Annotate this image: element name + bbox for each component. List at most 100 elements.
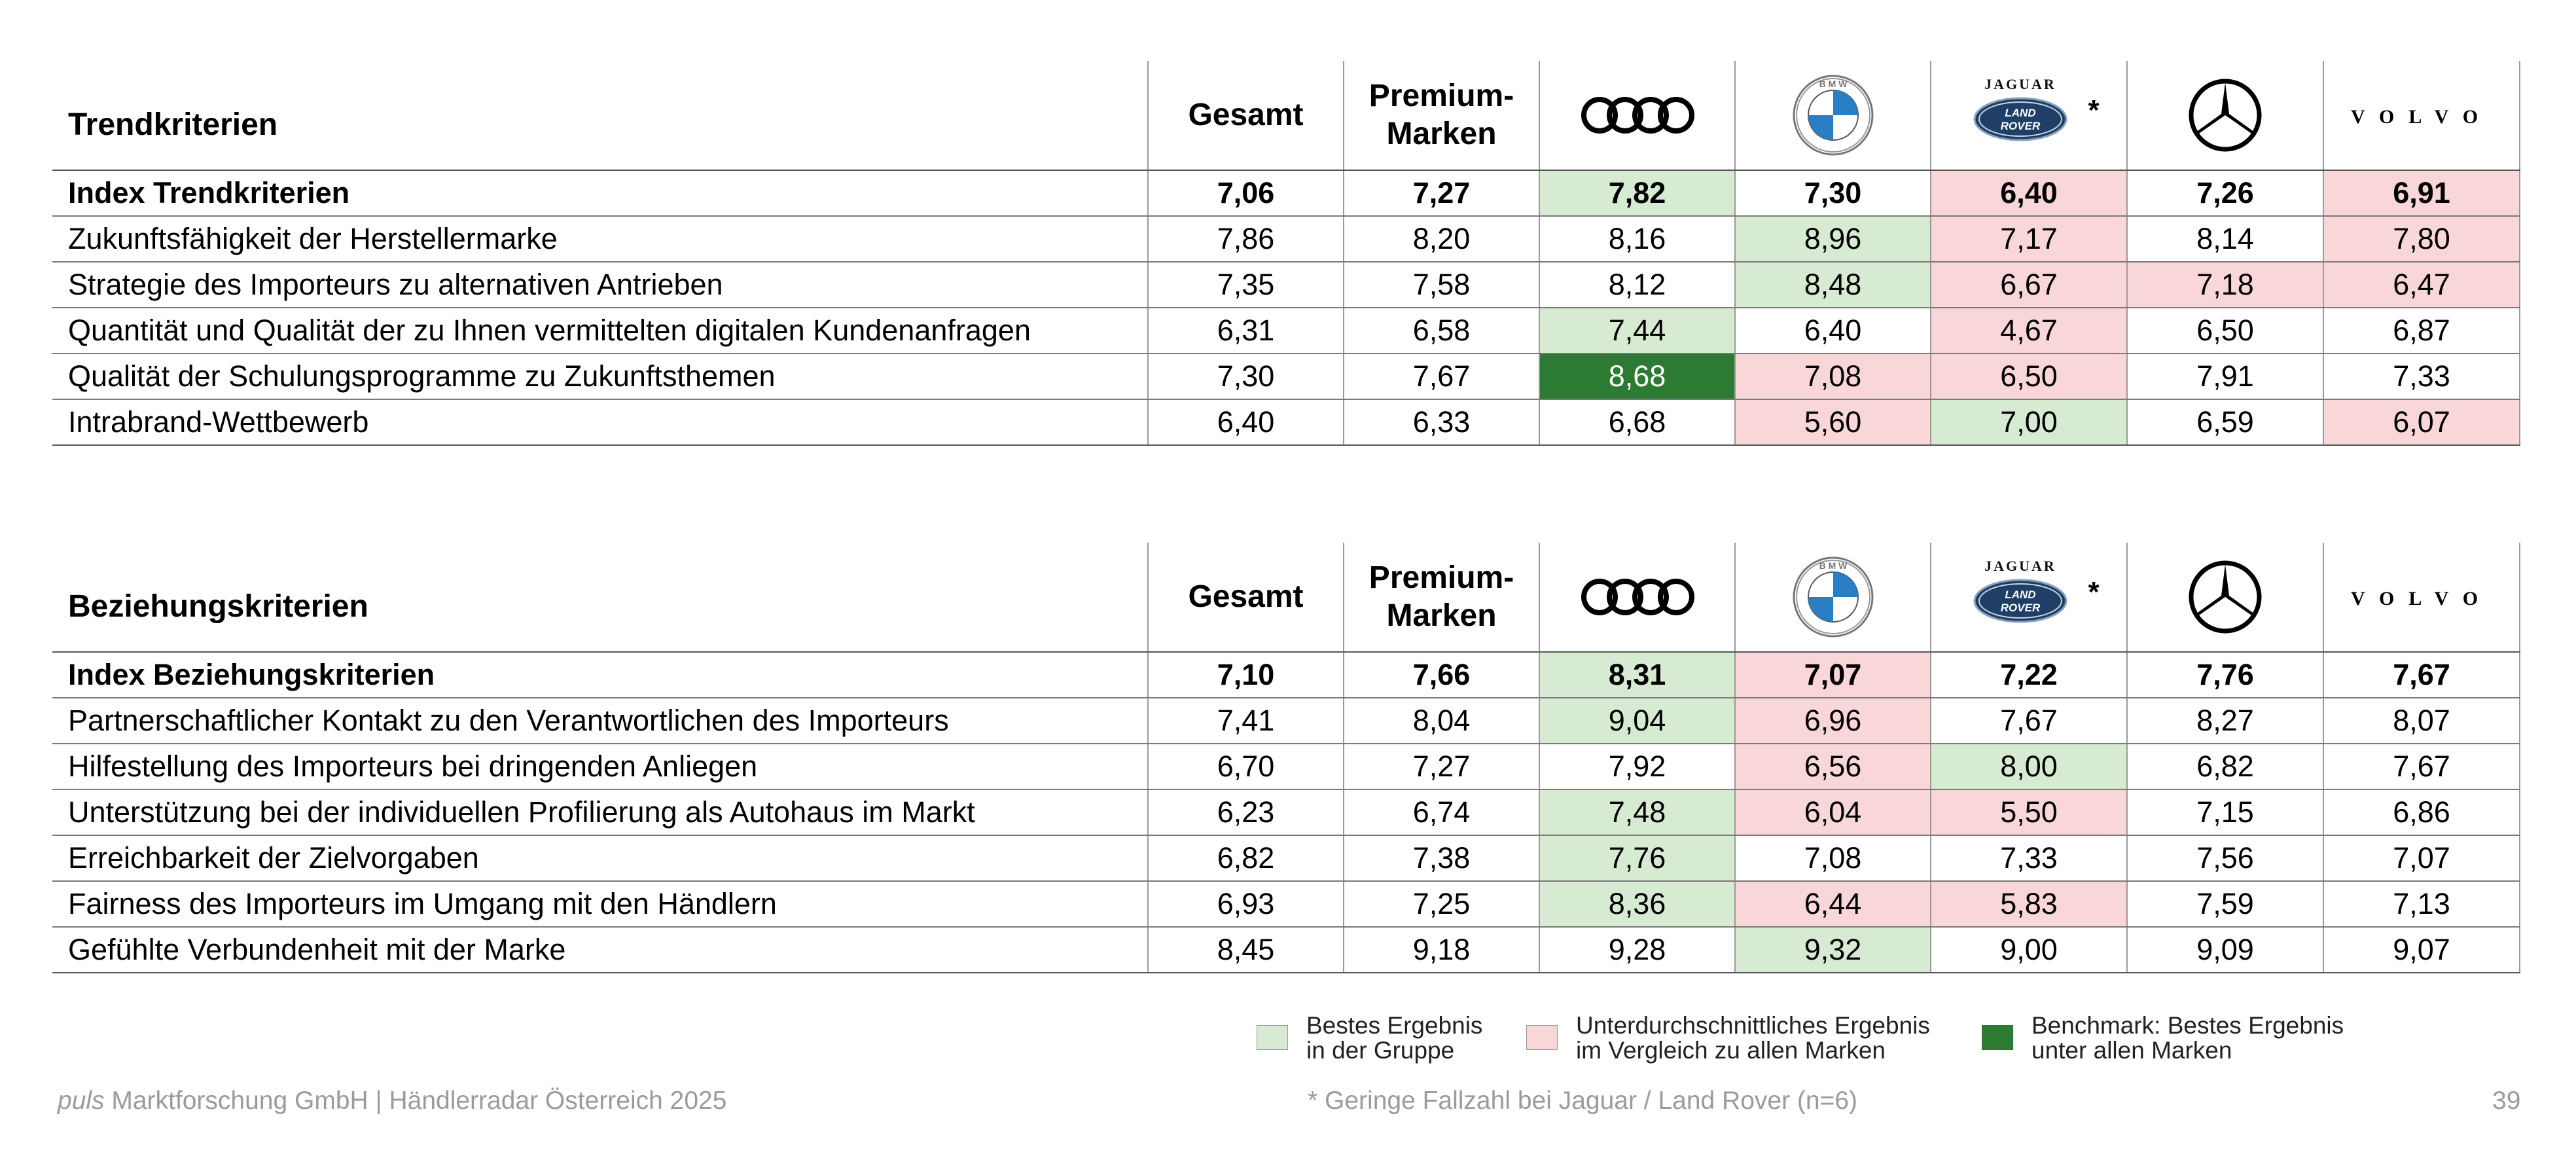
mercedes-logo [2189, 79, 2262, 152]
table-header: Trendkriterien Gesamt Premium- Marken [52, 61, 2520, 171]
criterion-label: Qualität der Schulungsprogramme zu Zukun… [52, 353, 1148, 400]
table-row: Qualität der Schulungsprogramme zu Zukun… [52, 353, 2520, 400]
score-cell: 7,06 [1147, 170, 1344, 217]
audi-logo [1581, 579, 1694, 615]
score-cell: 7,25 [1343, 881, 1539, 928]
score-cell: 7,59 [2126, 881, 2323, 928]
legend-label: in der Gruppe [1306, 1037, 1455, 1064]
score-cell: 7,38 [1343, 835, 1539, 882]
legend-swatch-below [1526, 1025, 1558, 1050]
score-cell: 4,67 [1930, 308, 2127, 354]
score-cell: 8,00 [1930, 744, 2127, 790]
score-cell: 8,04 [1343, 698, 1539, 744]
score-cell: 7,17 [1930, 216, 2127, 262]
criterion-label: Fairness des Importeurs im Umgang mit de… [52, 881, 1148, 928]
score-cell: 7,22 [1930, 652, 2127, 698]
col-volvo: VOLVO [2323, 543, 2520, 653]
score-cell: 8,96 [1734, 216, 1931, 262]
score-cell: 6,47 [2323, 262, 2520, 308]
col-premium: Premium- Marken [1343, 543, 1539, 653]
bmw-logo: B M W [1793, 556, 1873, 638]
score-cell: 7,33 [1930, 835, 2127, 882]
score-cell: 7,92 [1539, 744, 1735, 790]
svg-text:ROVER: ROVER [2001, 120, 2041, 132]
score-cell: 7,41 [1147, 698, 1344, 744]
svg-text:LAND: LAND [2005, 588, 2036, 601]
score-cell: 7,13 [2323, 881, 2520, 928]
score-cell: 5,60 [1734, 399, 1931, 446]
index-row: Index Trendkriterien 7,06 7,27 7,82 7,30 6,40… [52, 170, 2520, 217]
score-cell: 8,45 [1147, 927, 1344, 973]
criterion-label: Strategie des Importeurs zu alternativen… [52, 262, 1148, 308]
score-cell: 9,32 [1734, 927, 1931, 973]
score-cell: 7,67 [2323, 652, 2520, 698]
table-row: Quantität und Qualität der zu Ihnen verm… [52, 308, 2520, 354]
score-cell: 6,70 [1147, 744, 1344, 790]
score-cell: 8,68 [1539, 353, 1735, 400]
score-cell: 8,20 [1343, 216, 1539, 262]
svg-text:JAGUAR: JAGUAR [1985, 76, 2057, 92]
col-bmw: B M W [1734, 543, 1931, 653]
jaguar-land-rover-logo: JAGUAR LAND ROVER [1973, 558, 2067, 623]
score-cell: 7,76 [2126, 652, 2323, 698]
table-row: Zukunftsfähigkeit der Herstellermarke 7,8… [52, 216, 2520, 262]
volvo-logo: VOLVO [2351, 588, 2478, 609]
bmw-logo: B M W [1793, 75, 1873, 156]
score-cell: 6,44 [1734, 881, 1931, 928]
criterion-label: Unterstützung bei der individuellen Prof… [52, 789, 1148, 836]
col-mercedes [2126, 543, 2323, 653]
score-cell: 7,33 [2323, 353, 2520, 400]
legend-label: Unterdurchschnittliches Ergebnis [1576, 1012, 1930, 1039]
score-cell: 7,82 [1539, 170, 1735, 217]
score-cell: 8,12 [1539, 262, 1735, 308]
svg-text:JAGUAR: JAGUAR [1985, 558, 2057, 574]
footer-note: * Geringe Fallzahl bei Jaguar / Land Rov… [1308, 1087, 1858, 1115]
legend-swatch-best [1257, 1025, 1288, 1050]
score-cell: 7,08 [1734, 835, 1931, 882]
score-cell: 7,76 [1539, 835, 1735, 882]
footnote-marker: * [2088, 94, 2100, 126]
col-mercedes [2126, 61, 2323, 171]
table-title: Beziehungskriterien [52, 543, 1148, 653]
criterion-label: Zukunftsfähigkeit der Herstellermarke [52, 216, 1148, 262]
score-cell: 6,40 [1734, 308, 1931, 354]
score-cell: 7,15 [2126, 789, 2323, 836]
score-cell: 8,48 [1734, 262, 1931, 308]
score-cell: 5,83 [1930, 881, 2127, 928]
criterion-label: Intrabrand-Wettbewerb [52, 399, 1148, 446]
svg-text:VOLVO: VOLVO [2351, 106, 2492, 128]
score-cell: 6,59 [2126, 399, 2323, 446]
table-row: Erreichbarkeit der Zielvorgaben 6,82 7,38 7… [52, 835, 2520, 882]
page-number: 39 [2492, 1087, 2521, 1115]
index-row: Index Beziehungskriterien 7,10 7,66 8,31 7,0… [52, 652, 2520, 698]
score-cell: 9,00 [1930, 927, 2127, 973]
legend-label: unter allen Marken [2031, 1037, 2232, 1064]
score-cell: 6,86 [2323, 789, 2520, 836]
score-cell: 6,91 [2323, 170, 2520, 217]
score-cell: 6,96 [1734, 698, 1931, 744]
score-cell: 9,28 [1539, 927, 1735, 973]
table-header: Beziehungskriterien Gesamt Premium- Marke… [52, 543, 2520, 653]
score-cell: 9,18 [1343, 927, 1539, 973]
score-cell: 7,66 [1343, 652, 1539, 698]
criterion-label: Partnerschaftlicher Kontakt zu den Veran… [52, 698, 1148, 744]
col-jaguar-land-rover: JAGUAR LAND ROVER * [1930, 61, 2127, 171]
score-cell: 7,08 [1734, 353, 1931, 400]
score-cell: 6,40 [1930, 170, 2127, 217]
legend-benchmark: Benchmark: Bestes Ergebnis unter allen M… [1982, 1013, 2344, 1063]
score-cell: 6,58 [1343, 308, 1539, 354]
score-cell: 7,30 [1734, 170, 1931, 217]
score-cell: 8,07 [2323, 698, 2520, 744]
score-cell: 7,58 [1343, 262, 1539, 308]
score-cell: 6,82 [1147, 835, 1344, 882]
criterion-label: Quantität und Qualität der zu Ihnen verm… [52, 308, 1148, 354]
company-brand: puls [58, 1087, 105, 1115]
col-volvo: VOLVO [2323, 61, 2520, 171]
company-text: Marktforschung GmbH | Händlerradar Öster… [104, 1087, 727, 1115]
score-cell: 7,35 [1147, 262, 1344, 308]
score-cell: 7,07 [2323, 835, 2520, 882]
score-cell: 6,82 [2126, 744, 2323, 790]
score-cell: 6,50 [2126, 308, 2323, 354]
score-cell: 7,56 [2126, 835, 2323, 882]
col-gesamt: Gesamt [1147, 61, 1344, 171]
